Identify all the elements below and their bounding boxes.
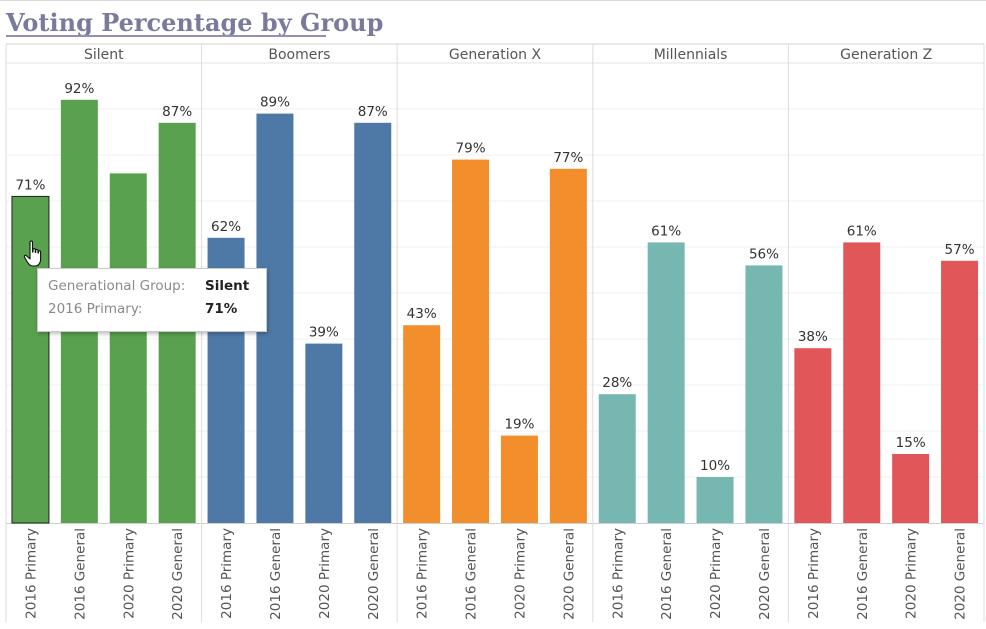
bar <box>452 159 490 523</box>
data-label: 10% <box>700 458 730 474</box>
data-label: 28% <box>602 375 632 391</box>
bar <box>598 394 636 523</box>
data-label: 61% <box>651 223 681 239</box>
bar <box>647 242 685 523</box>
title-underline <box>6 35 326 37</box>
category-tick-label: 2020 Primary <box>512 528 528 619</box>
bar <box>305 343 343 523</box>
category-tick-label: 2020 Primary <box>708 528 724 619</box>
bar <box>354 122 392 524</box>
bar <box>941 260 979 523</box>
group-header: Millennials <box>654 47 728 63</box>
category-tick-label: 2020 Primary <box>121 528 137 619</box>
category-tick-label: 2016 Primary <box>23 528 39 619</box>
category-tick-label: 2020 General <box>561 528 577 620</box>
bar <box>500 435 538 523</box>
bar <box>549 168 587 524</box>
tooltip-group-label: Generational Group: <box>48 278 186 294</box>
tooltip-group-value: Silent <box>205 278 250 294</box>
bar <box>843 242 881 523</box>
data-label: 38% <box>798 329 828 345</box>
data-label: 62% <box>211 219 241 235</box>
data-label: 15% <box>896 435 926 451</box>
category-tick-label: 2016 Primary <box>610 528 626 619</box>
top-border <box>0 0 986 1</box>
group-header: Silent <box>84 47 124 63</box>
category-tick-label: 2016 General <box>855 528 871 620</box>
data-label: 87% <box>162 104 192 120</box>
data-label: 77% <box>553 150 583 166</box>
category-tick-label: 2020 General <box>366 528 382 620</box>
category-tick-label: 2016 General <box>72 528 88 620</box>
data-label: 89% <box>260 95 290 111</box>
category-tick-label: 2020 General <box>170 528 186 620</box>
data-label: 43% <box>407 306 437 322</box>
data-label: 56% <box>749 246 779 262</box>
data-label: 79% <box>456 141 486 157</box>
bar <box>892 454 930 523</box>
group-header: Generation Z <box>840 47 932 63</box>
tooltip-measure-value: 71% <box>205 301 238 317</box>
bar <box>745 265 783 523</box>
category-tick-label: 2020 General <box>757 528 773 620</box>
data-label: 87% <box>358 104 388 120</box>
data-label: 57% <box>945 242 975 258</box>
category-tick-label: 2020 General <box>953 528 969 620</box>
category-tick-label: 2020 Primary <box>317 528 333 619</box>
bar <box>109 173 147 523</box>
bar <box>696 477 734 523</box>
category-tick-label: 2016 General <box>464 528 480 620</box>
data-label: 19% <box>504 417 534 433</box>
category-tick-label: 2016 Primary <box>415 528 431 619</box>
dashboard-title: Voting Percentage by Group <box>6 8 384 37</box>
data-label: 39% <box>309 325 339 341</box>
tooltip: Generational Group: Silent 2016 Primary:… <box>37 268 267 332</box>
data-label: 71% <box>15 177 45 193</box>
category-tick-label: 2016 Primary <box>806 528 822 619</box>
group-header: Generation X <box>449 47 542 63</box>
hand-pointer-icon <box>23 240 42 267</box>
category-tick-label: 2020 Primary <box>904 528 920 619</box>
category-tick-label: 2016 General <box>659 528 675 620</box>
tooltip-measure-label: 2016 Primary: <box>48 301 143 317</box>
category-tick-label: 2016 General <box>268 528 284 620</box>
bar <box>794 348 832 523</box>
bar <box>403 325 441 523</box>
group-header: Boomers <box>268 47 330 63</box>
data-label: 92% <box>64 81 94 97</box>
category-tick-label: 2016 Primary <box>219 528 235 619</box>
data-label: 61% <box>847 223 877 239</box>
